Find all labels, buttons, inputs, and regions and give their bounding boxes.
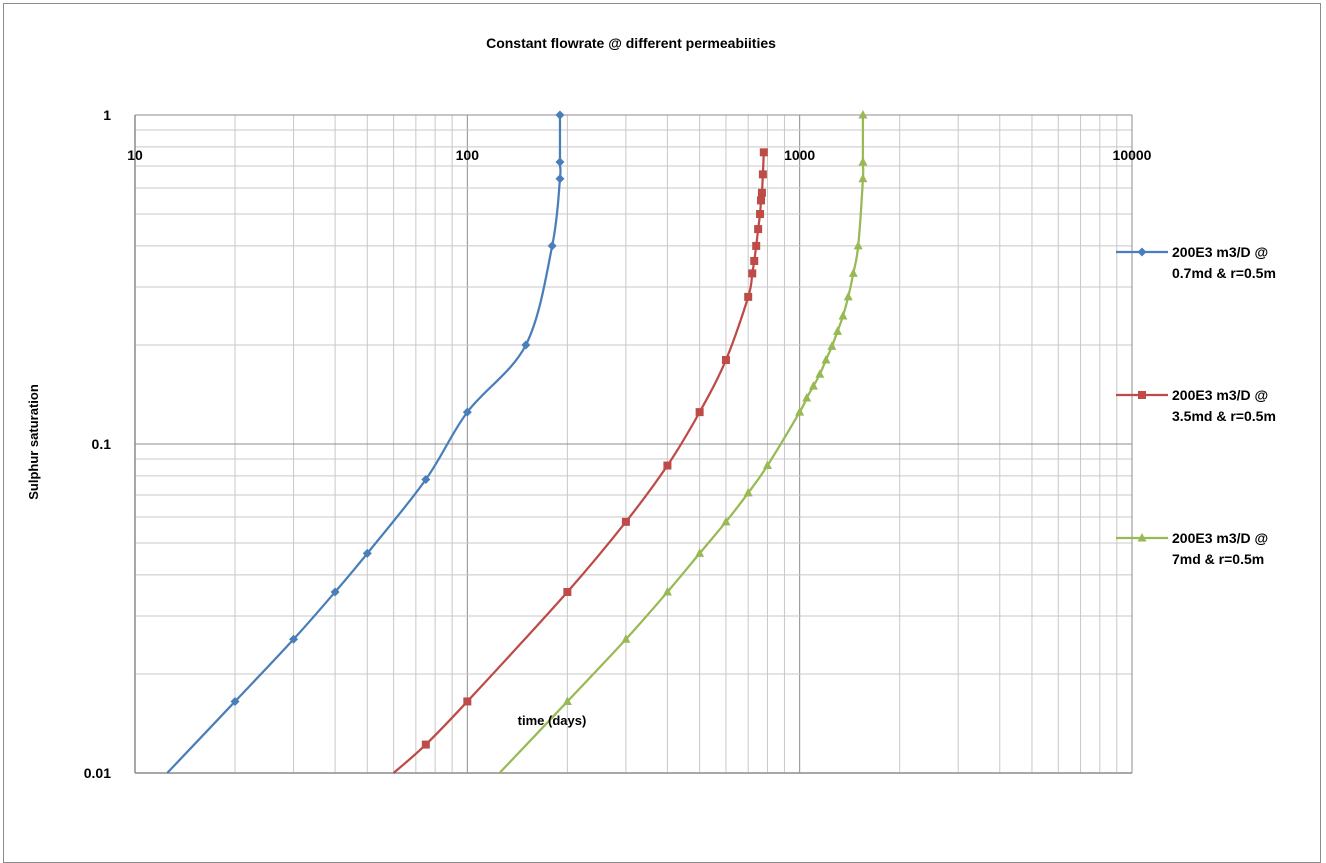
x-tick-label: 100 (456, 147, 480, 163)
data-point (762, 460, 772, 470)
data-point (858, 110, 868, 119)
series-line (498, 115, 865, 774)
data-point (743, 487, 753, 497)
data-point (815, 369, 825, 378)
data-point (721, 516, 731, 526)
data-point (289, 634, 299, 644)
legend-marker (1137, 533, 1147, 542)
data-point (421, 475, 431, 485)
y-tick-label: 0.1 (92, 436, 112, 452)
data-point (663, 461, 672, 470)
legend-marker (1138, 391, 1146, 399)
tick-labels: 10 100 1000 10000 1 0.1 0.01 (84, 107, 1152, 781)
data-point (547, 241, 557, 251)
data-point (759, 148, 768, 157)
data-point (662, 586, 672, 596)
legend-label: 200E3 m3/D @3.5md & r=0.5m (1172, 387, 1276, 424)
y-axis-label: Sulphur saturation (26, 384, 41, 500)
x-axis-label: time (days) (518, 713, 587, 728)
x-tick-label: 10 (127, 147, 143, 163)
data-point (858, 156, 868, 166)
data-point (462, 407, 472, 417)
data-point (756, 210, 765, 219)
data-point (795, 407, 805, 416)
data-point (421, 740, 430, 749)
series-markers (230, 110, 868, 749)
chart-frame (3, 3, 1321, 863)
legend: 200E3 m3/D @0.7md & r=0.5m 200E3 m3/D @3.… (1116, 244, 1276, 567)
chart-title: Constant flowrate @ different permeabiit… (486, 35, 776, 51)
data-point (721, 356, 730, 365)
legend-label: 200E3 m3/D @0.7md & r=0.5m (1172, 244, 1276, 281)
data-point (563, 587, 572, 596)
data-point (757, 196, 766, 205)
data-point (757, 188, 766, 197)
data-point (821, 355, 831, 364)
data-point (848, 268, 858, 277)
data-point (750, 256, 759, 265)
data-point (555, 110, 565, 120)
y-tick-label: 1 (103, 107, 111, 123)
data-point (853, 240, 863, 250)
data-point (555, 157, 565, 167)
x-tick-label: 1000 (784, 147, 815, 163)
data-point (562, 696, 572, 705)
data-point (838, 310, 848, 320)
data-point (808, 381, 818, 390)
data-point (362, 548, 372, 558)
y-tick-label: 0.01 (84, 765, 111, 781)
data-point (330, 587, 340, 597)
data-point (521, 340, 531, 350)
data-point (758, 170, 767, 179)
data-point (744, 292, 753, 301)
data-point (621, 517, 630, 526)
data-point (695, 408, 704, 417)
data-point (695, 548, 705, 557)
data-point (230, 696, 240, 706)
data-point (858, 173, 868, 183)
data-point (555, 174, 565, 184)
data-point (833, 326, 843, 335)
data-point (463, 697, 472, 706)
data-point (748, 269, 757, 278)
legend-marker (1137, 247, 1147, 257)
data-point (752, 241, 761, 250)
data-point (827, 341, 837, 350)
data-point (843, 291, 853, 301)
grid (134, 114, 1133, 774)
x-tick-label: 10000 (1113, 147, 1152, 163)
legend-label: 200E3 m3/D @7md & r=0.5m (1172, 530, 1268, 567)
data-point (621, 634, 631, 643)
data-point (754, 225, 763, 234)
data-point (802, 392, 812, 402)
